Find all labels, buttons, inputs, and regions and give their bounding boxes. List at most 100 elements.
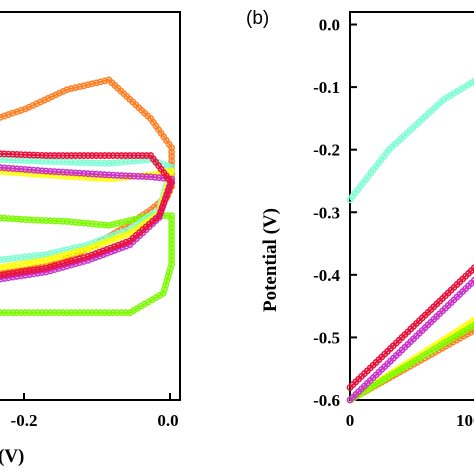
series-1-point	[88, 309, 96, 317]
series-5-point	[122, 238, 130, 246]
series-5-point	[55, 152, 63, 159]
series-2-point	[76, 159, 84, 166]
series-1-point	[13, 215, 21, 223]
series-1-point	[55, 309, 63, 317]
series-4-point	[97, 171, 104, 178]
series-3-point	[92, 242, 100, 250]
series-3-point	[13, 261, 21, 269]
series-1-point	[38, 216, 46, 224]
series-3-point	[92, 174, 100, 182]
panel-a-xlabel: (V)	[0, 446, 24, 467]
series-3-point	[118, 232, 126, 240]
series-3-point	[67, 173, 75, 180]
series-3-point	[51, 172, 58, 179]
series-4-point	[143, 173, 150, 181]
series-2-point	[34, 252, 42, 259]
series-4-point	[9, 165, 17, 172]
series-5-point	[34, 151, 42, 159]
series-3-point	[105, 175, 113, 183]
series-5-point	[0, 150, 4, 158]
series-4-point	[126, 172, 134, 180]
series-1-point	[0, 309, 4, 317]
series-2-point	[5, 255, 12, 263]
series-2-point	[0, 255, 8, 263]
series-2-point	[30, 252, 38, 260]
series-4-point	[155, 174, 163, 182]
panel-b-plot-frame	[349, 11, 474, 401]
series-5-point	[88, 152, 96, 159]
series-3-point	[46, 171, 54, 179]
series-5-point	[5, 270, 12, 278]
series-1-point	[30, 216, 38, 224]
series-5-point	[88, 251, 96, 259]
series-5-point	[59, 152, 67, 159]
series-3-point	[84, 174, 92, 181]
series-0-point	[168, 148, 176, 156]
series-1-point	[168, 212, 176, 220]
series-1-point	[168, 220, 176, 228]
series-4-point	[63, 168, 71, 176]
panel-b-series-group	[346, 77, 474, 404]
series-1-point	[97, 309, 104, 317]
series-4-point	[0, 275, 8, 282]
series-4-point	[0, 164, 8, 172]
series-4-point	[134, 172, 142, 180]
panel-b: (b) Potential (V) 0.0 -0.1 -0.2 -0.3 -0.4 -0.…	[246, 8, 474, 430]
panel-a-series-group	[0, 76, 176, 317]
series-1-point	[122, 309, 130, 317]
series-4-point	[34, 167, 42, 174]
series-1-point	[21, 216, 29, 223]
series-1-point	[26, 216, 33, 224]
series-3-point	[63, 172, 71, 180]
series-1-point	[34, 216, 42, 224]
series-5-point	[13, 269, 21, 277]
series-4-point	[72, 169, 79, 177]
series-1-point	[72, 309, 79, 317]
series-0-point	[76, 83, 84, 91]
series-2-point	[92, 159, 100, 167]
series-4-point	[9, 273, 17, 281]
series-5-point	[5, 150, 12, 158]
series-5-point	[67, 152, 75, 159]
series-5-point	[122, 152, 130, 159]
series-2-point	[55, 158, 63, 166]
series-2-point	[105, 159, 113, 167]
series-5-point	[105, 152, 113, 159]
series-5-point	[138, 152, 146, 159]
series-1-point	[51, 217, 58, 225]
series-1-point	[0, 214, 8, 222]
series-1-point	[51, 309, 58, 317]
series-4-point	[84, 170, 92, 178]
series-2-point	[72, 158, 79, 166]
series-4-point	[30, 166, 38, 174]
series-1-point	[97, 221, 104, 229]
series-3-point	[111, 235, 119, 243]
series-1-point	[46, 217, 54, 225]
series-5-point	[21, 151, 29, 159]
series-3-point	[13, 169, 21, 177]
series-4-point	[38, 167, 46, 175]
series-4-point	[21, 166, 29, 173]
series-5-point	[17, 268, 25, 276]
series-4-point	[51, 168, 58, 175]
series-5-point	[51, 152, 58, 159]
series-5-point	[26, 267, 33, 275]
series-3-point	[97, 174, 104, 182]
series-3-point	[30, 170, 38, 178]
series-5-point	[134, 152, 142, 159]
series-3-point	[5, 262, 12, 270]
series-1-point	[84, 309, 92, 317]
series-5-point	[30, 266, 38, 274]
series-3-point	[88, 174, 96, 182]
series-5-point	[30, 151, 38, 159]
series-3-point	[99, 239, 107, 247]
series-5-point	[101, 152, 109, 159]
series-4-point	[59, 168, 67, 176]
series-1-point	[34, 309, 42, 317]
series-0-point	[471, 77, 474, 85]
series-5-point	[80, 152, 88, 159]
series-4-point	[147, 173, 155, 181]
series-2-point	[26, 253, 33, 260]
series-1-point	[109, 309, 117, 317]
series-3-point	[34, 170, 42, 178]
